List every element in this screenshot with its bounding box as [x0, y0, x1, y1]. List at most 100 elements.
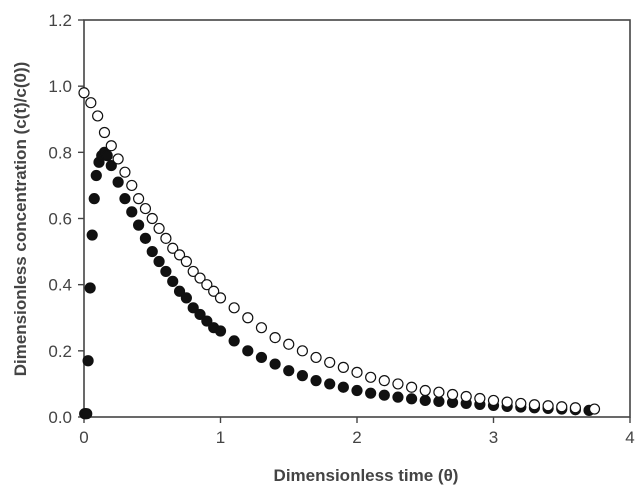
open-data-point	[208, 285, 220, 297]
open-data-point	[556, 401, 568, 413]
filled-data-point	[160, 265, 172, 278]
filled-data-point	[201, 315, 213, 327]
filled-data-point	[167, 275, 179, 287]
open-data-point	[126, 179, 138, 192]
open-data-point	[433, 386, 445, 398]
filled-data-point	[180, 292, 192, 304]
filled-data-point	[324, 378, 336, 390]
filled-data-point	[119, 193, 131, 205]
filled-data-point	[337, 381, 349, 393]
filled-data-point	[90, 169, 102, 182]
filled-data-point	[101, 150, 113, 162]
open-data-point	[542, 400, 554, 412]
open-data-point	[283, 338, 295, 350]
open-data-point	[392, 378, 404, 390]
filled-data-point	[296, 370, 308, 382]
open-data-point	[446, 388, 459, 401]
open-data-point	[139, 202, 152, 215]
y-tick-label: 0.8	[48, 143, 72, 162]
filled-data-point	[310, 375, 322, 387]
open-data-point	[296, 345, 308, 357]
filled-data-point	[84, 282, 96, 294]
filled-data-point	[269, 358, 281, 370]
open-data-point	[187, 265, 199, 278]
filled-data-point	[255, 351, 268, 364]
y-tick-label: 0.6	[48, 210, 72, 229]
filled-data-point	[139, 232, 152, 244]
x-tick-label: 1	[216, 428, 225, 447]
filled-data-point	[392, 391, 404, 403]
filled-data-point	[105, 159, 117, 172]
filled-data-point	[228, 335, 240, 347]
filled-data-point	[112, 176, 124, 188]
filled-data-point	[82, 355, 94, 367]
y-tick-label: 1.2	[48, 11, 72, 30]
y-tick-label: 1.0	[48, 77, 72, 96]
open-data-point	[337, 361, 349, 373]
open-data-point	[228, 302, 240, 314]
open-data-point	[92, 110, 104, 122]
open-data-point	[365, 371, 377, 383]
filled-data-point	[433, 395, 445, 408]
open-data-point	[112, 153, 124, 165]
open-data-point	[528, 399, 541, 411]
open-data-point	[214, 292, 227, 304]
y-tick-label: 0.2	[48, 342, 72, 361]
open-data-point	[105, 140, 117, 152]
x-axis-title: Dimensionless time (θ)	[274, 466, 459, 485]
open-data-point	[406, 381, 418, 393]
open-data-point	[269, 332, 281, 344]
filled-data-point	[194, 308, 206, 321]
open-data-point	[310, 351, 322, 364]
x-tick-label: 0	[79, 428, 88, 447]
open-data-point	[569, 402, 582, 414]
open-data-point	[255, 322, 268, 334]
open-data-point	[146, 212, 158, 225]
x-tick-label: 2	[352, 428, 361, 447]
filled-data-point	[187, 302, 199, 314]
open-data-point	[194, 272, 206, 284]
open-data-point	[167, 242, 179, 254]
open-data-point	[501, 396, 513, 408]
filled-data-point	[146, 245, 158, 258]
open-data-point	[242, 312, 254, 324]
x-tick-label: 3	[489, 428, 498, 447]
filled-data-point	[88, 193, 100, 205]
filled-data-point	[406, 393, 418, 405]
filled-data-point	[242, 345, 254, 357]
open-data-point	[173, 249, 186, 261]
plot-frame	[83, 19, 631, 418]
open-data-point	[133, 193, 145, 205]
open-data-point	[487, 394, 500, 407]
y-axis-title: Dimensionless concentration (c(t)/c(0))	[11, 62, 30, 377]
filled-data-point	[86, 229, 98, 241]
open-data-point	[419, 384, 431, 397]
y-tick-label: 0.4	[48, 276, 72, 295]
filled-data-point	[214, 325, 227, 337]
filled-data-point	[81, 408, 93, 420]
open-data-point	[474, 392, 486, 405]
open-data-point	[153, 222, 165, 235]
open-data-point	[588, 403, 601, 415]
open-data-point	[324, 356, 336, 369]
plot-area: 0.0 0.2 0.4 0.6 0.8 1.0 1.2 0 1 2 3 4	[48, 11, 634, 447]
filled-data-point	[419, 394, 431, 407]
y-tick-label: 0.0	[48, 408, 72, 427]
filled-data-point	[283, 365, 295, 377]
x-tick-label: 4	[625, 428, 634, 447]
open-data-point	[160, 232, 172, 244]
filled-data-point	[365, 387, 377, 399]
open-data-point	[119, 166, 131, 178]
filled-data-point	[126, 206, 138, 218]
open-data-point	[85, 97, 97, 109]
filled-data-point	[378, 389, 390, 401]
filled-data-point	[351, 384, 363, 397]
open-data-point	[180, 255, 192, 268]
open-data-point	[98, 126, 111, 139]
open-data-point	[460, 390, 472, 403]
open-data-point	[378, 375, 390, 387]
filled-data-point	[153, 255, 165, 268]
open-data-point	[351, 366, 363, 378]
open-data-point	[78, 87, 90, 99]
